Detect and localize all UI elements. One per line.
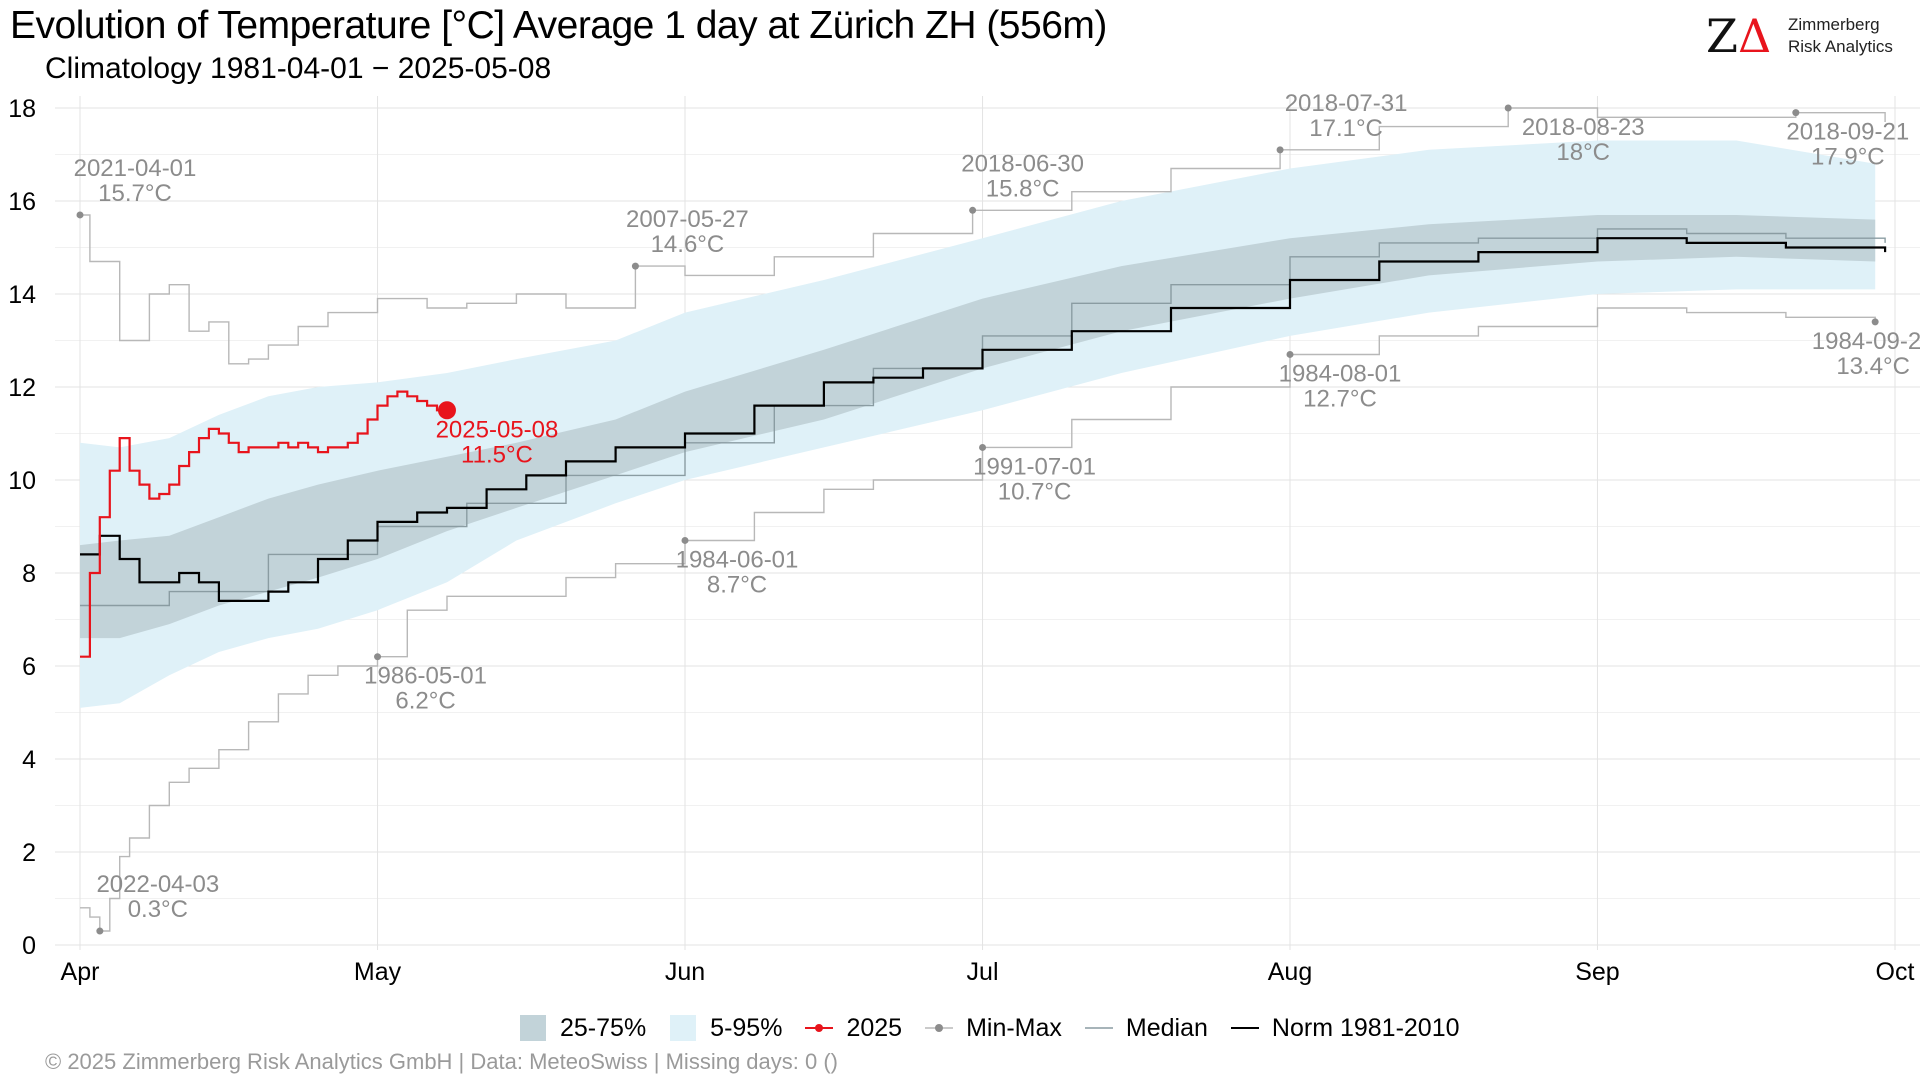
legend-item-5-95: 5-95%	[668, 1013, 782, 1043]
x-tick-label: Aug	[1268, 958, 1312, 986]
annotation-value: 15.8°C	[986, 175, 1060, 202]
annotation-date: 1984-06-01	[676, 546, 799, 573]
annotation-value: 17.1°C	[1309, 115, 1383, 142]
legend-item-norm: Norm 1981-2010	[1230, 1013, 1460, 1043]
annotation-dot	[681, 536, 689, 544]
current-day-marker	[437, 401, 456, 420]
legend-label-2025: 2025	[846, 1013, 903, 1042]
footer-credit: © 2025 Zimmerberg Risk Analytics GmbH | …	[45, 1049, 838, 1074]
annotation-date: 2018-08-23	[1522, 114, 1645, 141]
annotation-date: 2022-04-03	[96, 871, 219, 898]
annotation-value: 18°C	[1556, 139, 1610, 166]
annotation-date: 2025-05-08	[436, 416, 559, 443]
logo-delta: Δ	[1737, 9, 1772, 63]
axis-labels: 0 2 4 6 8 10 12 14 16 18 Apr May Jun Jul Aug Sep Oct	[8, 95, 1914, 986]
annotation-date: 2018-07-31	[1285, 90, 1408, 117]
legend-label-norm: Norm 1981-2010	[1271, 1013, 1460, 1042]
band-25-75	[80, 215, 1876, 639]
x-tick-label: Jun	[665, 958, 705, 986]
annotation-dot	[374, 653, 382, 661]
annotation-dot	[969, 206, 977, 214]
y-tick-label: 8	[22, 560, 36, 588]
y-tick-label: 12	[8, 374, 36, 402]
series-line-2025	[80, 390, 447, 658]
annotation-value: 0.3°C	[128, 896, 188, 923]
y-tick-label: 16	[8, 188, 36, 216]
annotation-dot	[1286, 350, 1294, 358]
series-line-min	[80, 307, 1876, 932]
legend-label-25-75: 25-75%	[560, 1013, 647, 1042]
annotation-dot	[96, 927, 104, 935]
series-line-norm-1981-2010	[80, 237, 1887, 602]
logo-z: Z	[1706, 9, 1738, 63]
logo-mark: ZΔ	[1706, 10, 1771, 62]
y-tick-label: 6	[22, 653, 36, 681]
legend-key-25-75	[518, 1013, 548, 1043]
annotation-value: 12.7°C	[1303, 385, 1377, 412]
x-tick-label: Apr	[61, 958, 100, 986]
legend-key-median	[1084, 1013, 1114, 1043]
annotation-date: 1984-09-29	[1812, 328, 1920, 355]
legend-item-median: Median	[1084, 1013, 1208, 1043]
annotation-date: 1986-05-01	[364, 663, 487, 690]
legend: 25-75% 5-95% 2025 Min-Max Median Norm 19…	[518, 1012, 1482, 1044]
y-tick-label: 10	[8, 467, 36, 495]
y-tick-label: 14	[8, 281, 36, 309]
annotation-dot	[1792, 109, 1800, 117]
annotation-dot	[631, 262, 639, 270]
y-tick-label: 2	[22, 839, 36, 867]
annotation-value: 8.7°C	[707, 571, 767, 598]
annotation-dot	[1871, 318, 1879, 326]
logo-line-2: Risk Analytics	[1788, 37, 1893, 56]
legend-label-minmax: Min-Max	[966, 1013, 1062, 1042]
company-logo: ZΔ Zimmerberg Risk Analytics	[1706, 10, 1896, 62]
y-tick-label: 0	[22, 932, 36, 960]
series-line-max	[80, 107, 1886, 365]
legend-key-2025	[804, 1013, 834, 1043]
x-tick-label: Oct	[1876, 958, 1915, 986]
logo-line-1: Zimmerberg	[1788, 15, 1880, 34]
annotation-value: 17.9°C	[1811, 144, 1885, 171]
band-5-95	[80, 140, 1876, 708]
legend-label-median: Median	[1125, 1013, 1208, 1042]
legend-item-minmax: Min-Max	[924, 1013, 1062, 1043]
series-lines	[80, 107, 1887, 932]
annotation-date: 2007-05-27	[626, 206, 749, 233]
x-tick-label: Jul	[967, 958, 999, 986]
annotation-dot	[979, 443, 987, 451]
annotation-value: 10.7°C	[998, 478, 1072, 505]
legend-key-5-95	[668, 1013, 698, 1043]
annotation-date: 2018-06-30	[961, 150, 1084, 177]
x-tick-label: May	[354, 958, 402, 986]
annotation-value: 11.5°C	[461, 441, 533, 468]
annotation-dot	[1276, 146, 1284, 154]
annotation-value: 13.4°C	[1836, 353, 1910, 380]
annotation-date: 1984-08-01	[1279, 360, 1402, 387]
legend-key-norm	[1230, 1013, 1260, 1043]
legend-item-25-75: 25-75%	[518, 1013, 646, 1043]
y-tick-label: 18	[8, 95, 36, 123]
annotation-date: 2018-09-21	[1786, 119, 1909, 146]
logo-text: Zimmerberg Risk Analytics	[1788, 14, 1893, 58]
annotation-value: 6.2°C	[395, 688, 455, 715]
annotation-date: 1991-07-01	[973, 453, 1096, 480]
legend-label-5-95: 5-95%	[710, 1013, 783, 1042]
chart-title: Evolution of Temperature [°C] Average 1 …	[10, 4, 1107, 47]
annotation-value: 15.7°C	[98, 180, 172, 207]
annotation-dot	[76, 211, 84, 219]
legend-item-2025: 2025	[804, 1013, 902, 1043]
legend-key-minmax	[924, 1013, 954, 1043]
y-tick-label: 4	[22, 746, 36, 774]
annotation-dot	[1504, 104, 1512, 112]
percentile-bands	[80, 140, 1876, 708]
chart-subtitle: Climatology 1981-04-01 − 2025-05-08	[45, 52, 552, 85]
annotation-date: 2021-04-01	[74, 155, 197, 182]
annotation-value: 14.6°C	[651, 231, 725, 258]
x-tick-label: Sep	[1575, 958, 1619, 986]
